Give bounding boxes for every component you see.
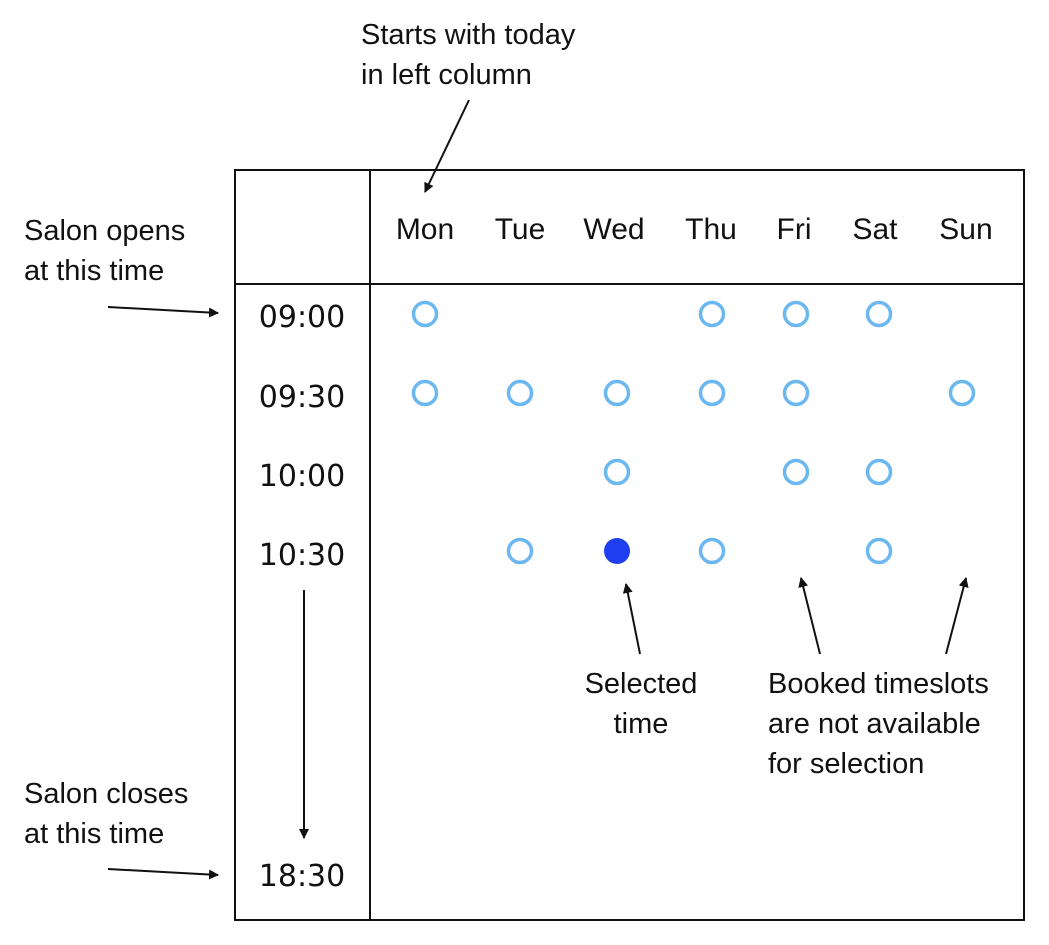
arrow-selected-time [622,583,641,655]
annotation-salon-opens-line-1: Salon opens [24,215,185,247]
timeslot-available-fri-0930[interactable] [782,379,810,407]
time-label-closing: 18:30 [259,859,345,894]
timeslot-available-thu-0900[interactable] [698,300,726,328]
timeslot-available-thu-1030[interactable] [698,537,726,565]
annotation-booked-timeslots: Booked timeslots are not available for s… [768,668,989,780]
day-header-sun: Sun [939,213,992,246]
arrow-booked-sun [945,577,969,655]
timeslot-available-wed-0930[interactable] [603,379,631,407]
day-header-fri: Fri [777,213,812,246]
annotation-booked-line-1: Booked timeslots [768,668,989,700]
time-label-0900: 09:00 [259,300,345,335]
annotation-salon-opens-line-2: at this time [24,255,164,287]
time-label-1030: 10:30 [259,538,345,573]
annotation-starts-today-line-2: in left column [361,59,532,91]
annotation-booked-line-3: for selection [768,748,924,780]
arrow-booked-fri [798,577,821,655]
calendar-border [234,169,1025,921]
timeslot-available-mon-0900[interactable] [411,300,439,328]
annotation-starts-today: Starts with today in left column [361,19,576,91]
day-header-sat: Sat [852,213,898,246]
annotation-salon-closes-line-2: at this time [24,818,164,850]
arrow-starts-today [424,99,470,193]
time-column: 09:00 09:30 10:00 10:30 18:30 [259,300,345,894]
annotation-booked-line-2: are not available [768,708,981,740]
timeslot-grid [411,300,976,565]
timeslot-available-mon-0930[interactable] [411,379,439,407]
calendar-grid [234,169,1025,921]
annotation-starts-today-line-1: Starts with today [361,19,576,51]
arrow-salon-closes [107,868,219,880]
timeslot-available-fri-0900[interactable] [782,300,810,328]
annotation-salon-closes: Salon closes at this time [24,778,188,850]
time-label-1000: 10:00 [259,459,345,494]
timeslot-available-sat-1030[interactable] [865,537,893,565]
annotation-selected-time-line-2: time [614,708,669,740]
annotation-selected-time: Selected time [585,668,698,740]
timeslot-available-sun-0930[interactable] [948,379,976,407]
timeslot-available-sat-1000[interactable] [865,458,893,486]
day-header-mon: Mon [396,213,454,246]
annotation-salon-opens: Salon opens at this time [24,215,185,287]
timeslot-available-fri-1000[interactable] [782,458,810,486]
timeslot-available-tue-0930[interactable] [506,379,534,407]
arrow-salon-opens [107,306,219,318]
timeslot-available-wed-1000[interactable] [603,458,631,486]
day-header-row: Mon Tue Wed Thu Fri Sat Sun [396,213,993,246]
time-label-0930: 09:30 [259,380,345,415]
annotation-selected-time-line-1: Selected [585,668,698,700]
annotation-salon-closes-line-1: Salon closes [24,778,188,810]
day-header-tue: Tue [495,213,546,246]
day-header-wed: Wed [583,213,644,246]
timeslot-available-thu-0930[interactable] [698,379,726,407]
timeslot-available-tue-1030[interactable] [506,537,534,565]
day-header-thu: Thu [685,213,737,246]
timeslot-available-sat-0900[interactable] [865,300,893,328]
timeslot-selected-wed-1030[interactable] [604,538,630,564]
